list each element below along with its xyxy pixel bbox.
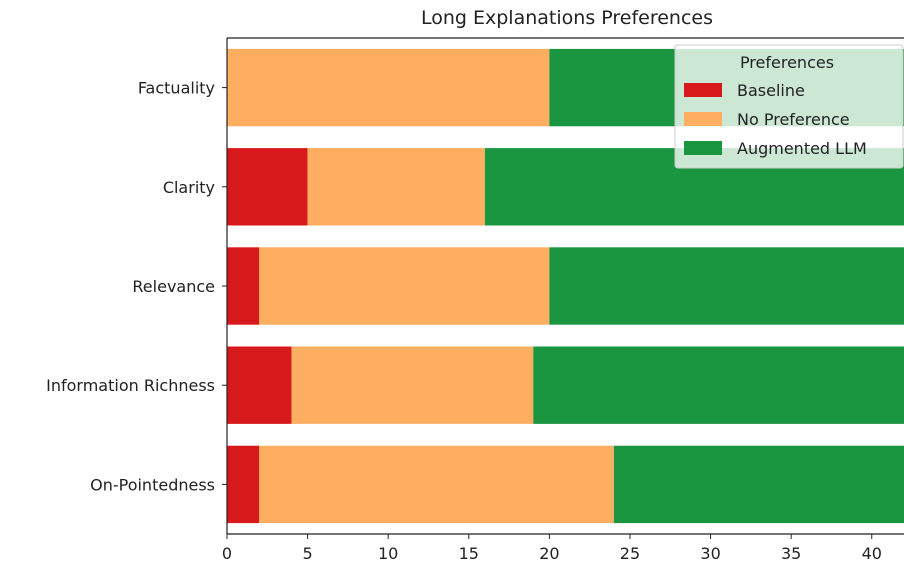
y-tick-label: Relevance xyxy=(132,277,215,296)
bar-baseline-clarity xyxy=(227,148,308,226)
x-tick-label: 40 xyxy=(862,544,882,563)
bar-no-preference-relevance xyxy=(259,247,550,325)
ticks-layer: Factuality Clarity Relevance Information Ri… xyxy=(46,79,882,563)
x-tick-label: 0 xyxy=(222,544,232,563)
bar-baseline-relevance xyxy=(227,247,260,325)
legend-swatch-no-preference xyxy=(684,112,722,126)
y-tick-label: Information Richness xyxy=(46,376,215,395)
legend-label-augmented-llm: Augmented LLM xyxy=(737,139,867,158)
x-tick-label: 5 xyxy=(303,544,313,563)
legend-items: Baseline No Preference Augmented LLM xyxy=(684,81,867,158)
legend-label-baseline: Baseline xyxy=(737,81,805,100)
x-tick-label: 25 xyxy=(620,544,640,563)
x-tick-label: 20 xyxy=(539,544,559,563)
bar-augmented-llm-on-pointedness xyxy=(613,445,904,524)
legend-box xyxy=(674,44,904,169)
bar-no-preference-factuality xyxy=(227,48,550,127)
x-tick-label: 30 xyxy=(700,544,720,563)
x-tick-label: 35 xyxy=(781,544,801,563)
bar-no-preference-information-richness xyxy=(291,346,534,424)
bar-baseline-information-richness xyxy=(227,346,292,424)
legend-title: Preferences xyxy=(740,53,834,72)
chart-title: Long Explanations Preferences xyxy=(421,7,713,29)
bar-baseline-on-pointedness xyxy=(227,445,260,524)
legend-swatch-baseline xyxy=(684,83,722,97)
bar-no-preference-clarity xyxy=(307,148,485,226)
x-tick-label: 15 xyxy=(459,544,479,563)
legend-swatch-augmented-llm xyxy=(684,141,722,155)
bar-augmented-llm-relevance xyxy=(549,247,904,325)
legend-label-no-preference: No Preference xyxy=(737,110,850,129)
bar-augmented-llm-information-richness xyxy=(533,346,904,424)
x-tick-label: 10 xyxy=(378,544,398,563)
y-tick-label: Clarity xyxy=(163,178,215,197)
y-tick-label: Factuality xyxy=(138,79,215,98)
legend: Preferences Baseline No Preference Augment… xyxy=(674,44,904,169)
bar-no-preference-on-pointedness xyxy=(259,445,614,524)
y-tick-label: On-Pointedness xyxy=(90,475,215,494)
